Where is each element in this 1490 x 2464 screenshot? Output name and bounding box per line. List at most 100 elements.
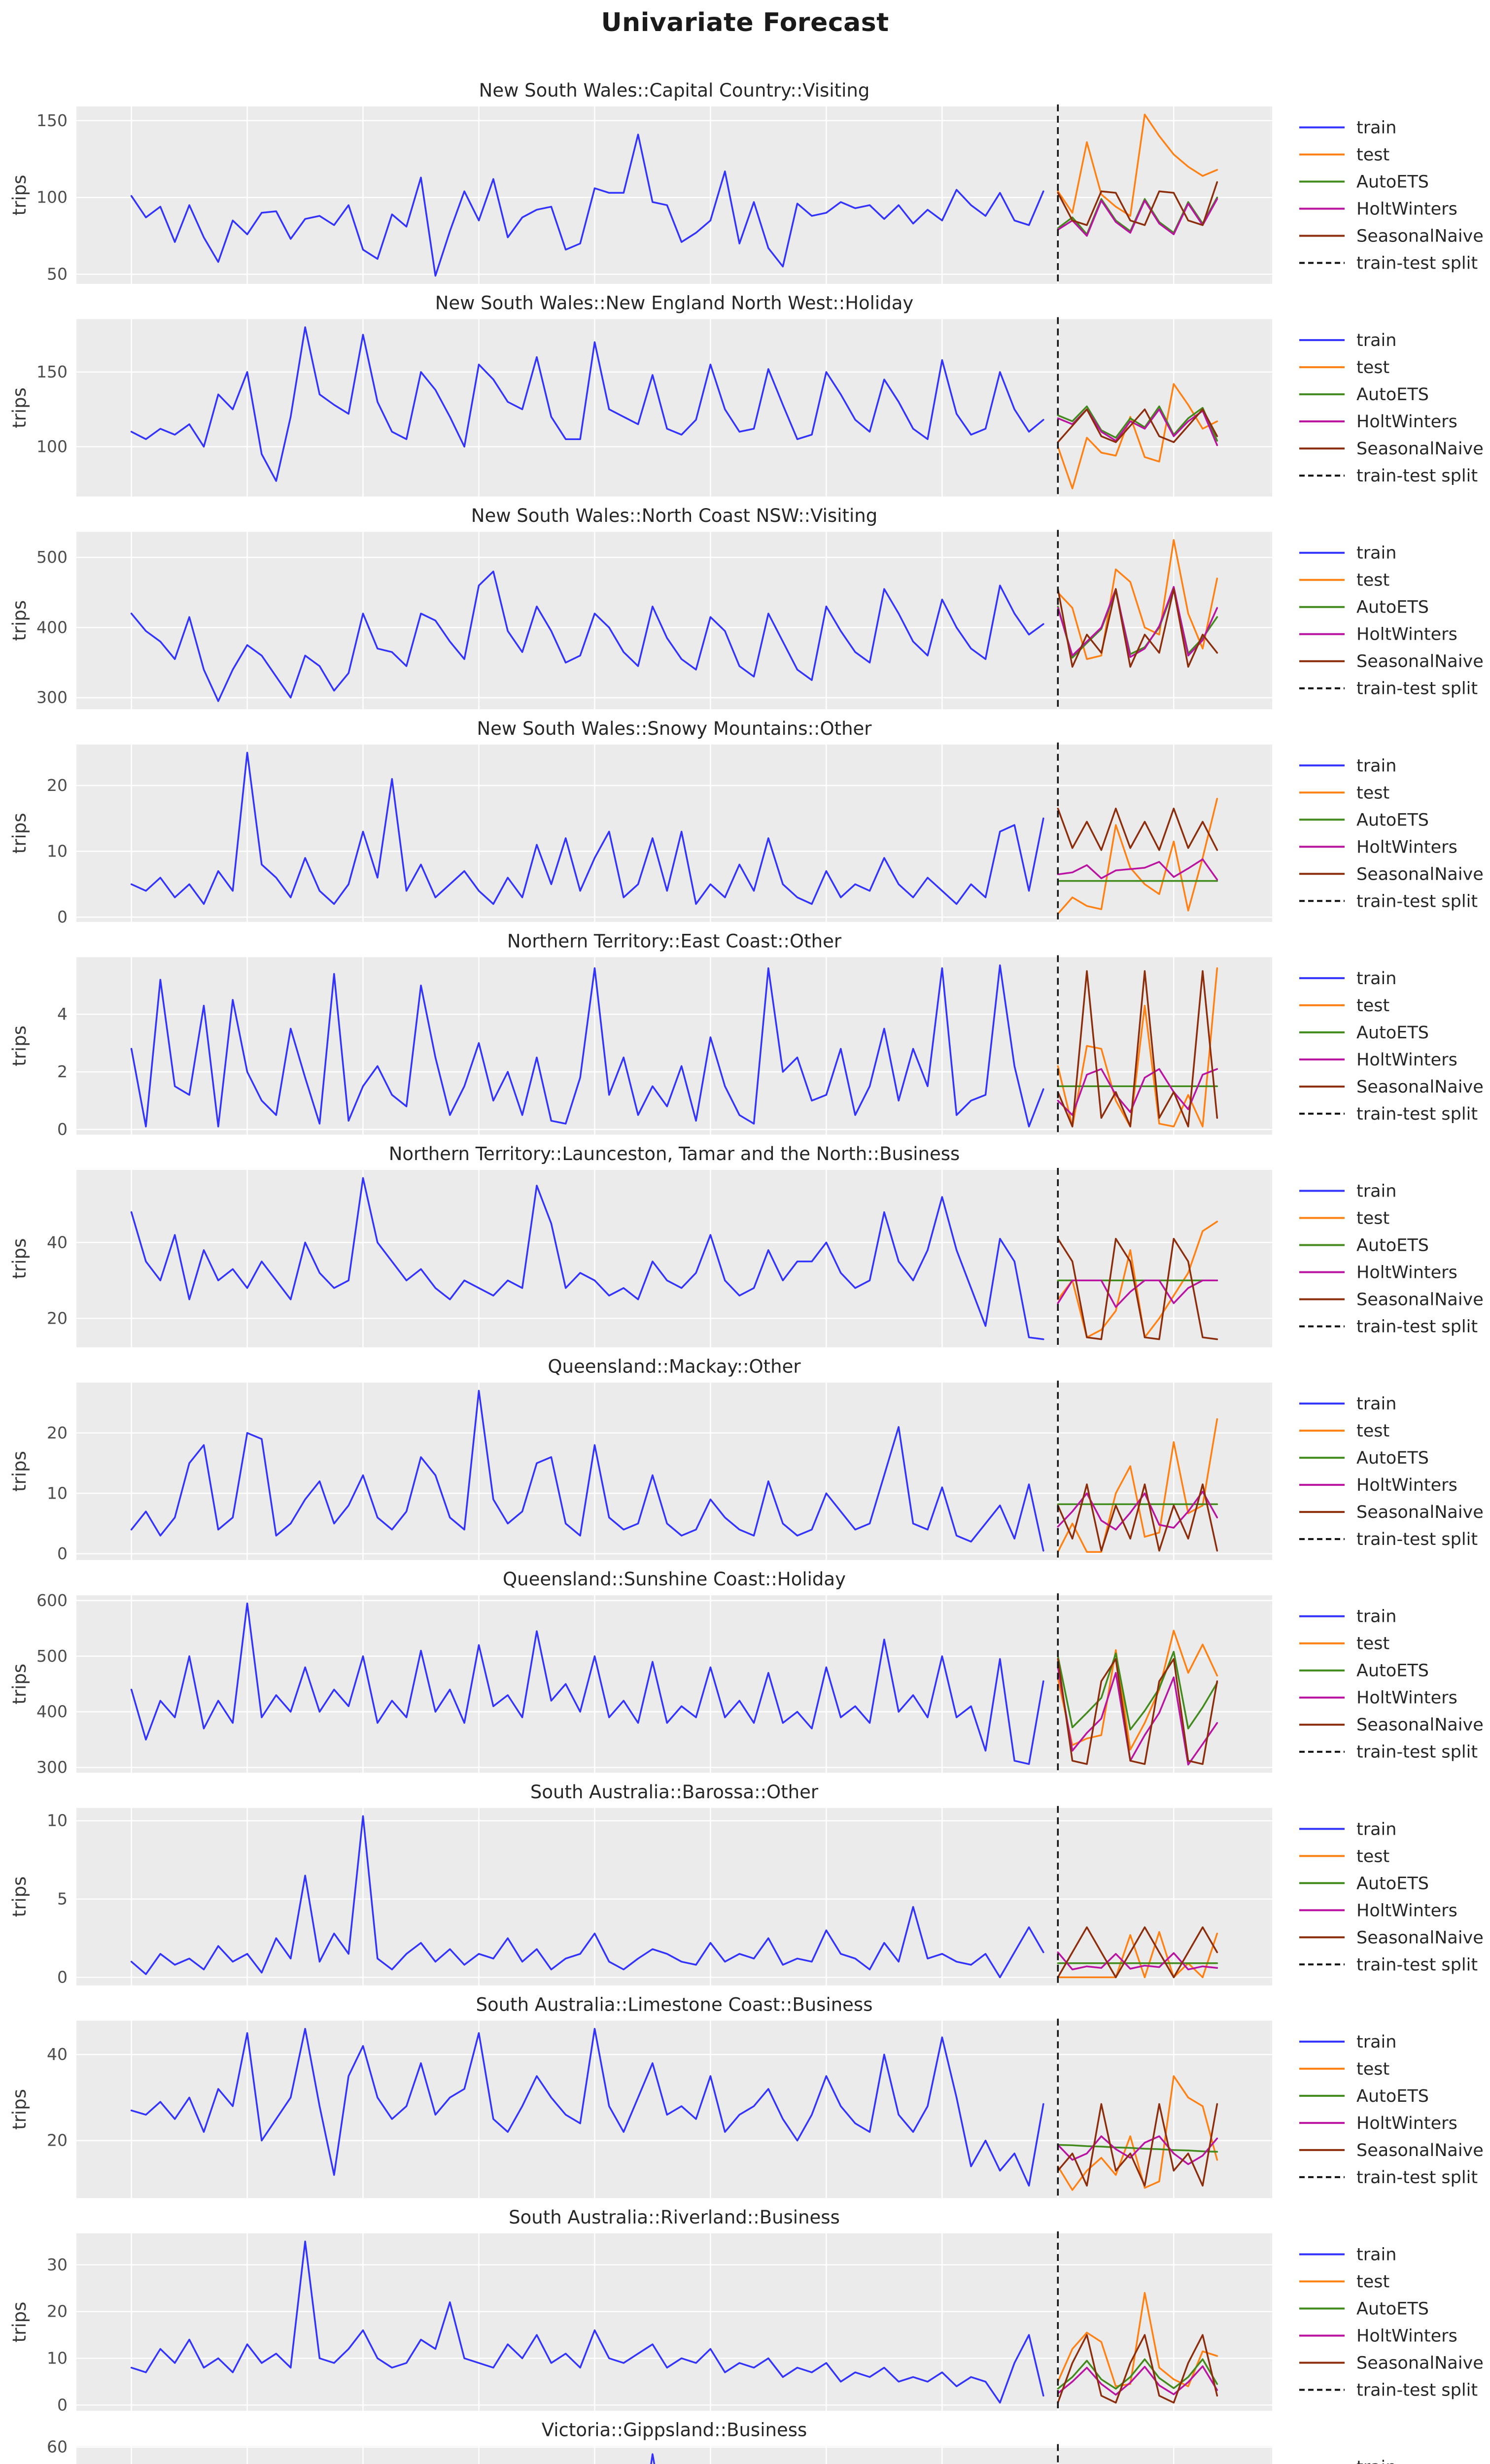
legend-label: train-test split: [1356, 1104, 1478, 1124]
y-axis-label: trips: [9, 1451, 30, 1492]
y-tick-label: 2: [57, 1062, 68, 1081]
legend-label: HoltWinters: [1356, 1475, 1457, 1495]
subplot-title: South Australia::Limestone Coast::Busine…: [476, 1994, 872, 2015]
plot-area: [76, 1808, 1272, 1985]
y-axis-label: trips: [9, 387, 30, 428]
subplot-7: 300 400 500 600 Queensland::Sunshine Coast::…: [9, 1569, 1484, 1777]
legend-item-train-test-split: train-test split: [1299, 1104, 1478, 1124]
subplot-8: 0 5 10 South Australia::Barossa::Othertrips…: [9, 1781, 1484, 1987]
legend-item-train: train: [1299, 969, 1396, 989]
legend-item-HoltWinters: HoltWinters: [1299, 1475, 1457, 1495]
y-tick-label: 40: [47, 1232, 68, 1252]
legend-item-AutoETS: AutoETS: [1299, 810, 1429, 830]
y-axis-label: trips: [9, 813, 30, 854]
legend-item-test: test: [1299, 2059, 1389, 2079]
legend-label: HoltWinters: [1356, 200, 1457, 219]
plot-area: [76, 319, 1272, 497]
series-test: [1057, 1418, 1218, 1553]
series-train: [130, 2028, 1044, 2187]
series-AutoETS: [1057, 405, 1218, 442]
legend-item-SeasonalNaive: SeasonalNaive: [1299, 439, 1484, 459]
legend-label: test: [1356, 1847, 1389, 1866]
plot-area: [76, 2020, 1272, 2198]
legend-item-AutoETS: AutoETS: [1299, 172, 1429, 192]
legend-item-train-test-split: train-test split: [1299, 1317, 1478, 1337]
series-train: [130, 1390, 1044, 1552]
legend-item-HoltWinters: HoltWinters: [1299, 837, 1457, 857]
legend-item-AutoETS: AutoETS: [1299, 1874, 1429, 1893]
legend-label: HoltWinters: [1356, 2114, 1457, 2133]
legend-label: train-test split: [1356, 1317, 1478, 1337]
y-tick-label: 20: [47, 776, 68, 795]
legend-label: train-test split: [1356, 1530, 1478, 1549]
figure-title: Univariate Forecast: [601, 8, 889, 37]
legend-item-AutoETS: AutoETS: [1299, 598, 1429, 617]
legend-label: train-test split: [1356, 2168, 1478, 2188]
legend-item-AutoETS: AutoETS: [1299, 1236, 1429, 1256]
y-tick-label: 0: [57, 2395, 68, 2414]
plot-area: [76, 2233, 1272, 2411]
y-tick-label: 20: [47, 2302, 68, 2321]
legend-label: AutoETS: [1356, 2087, 1429, 2106]
subplot-title: Northern Territory::East Coast::Other: [507, 930, 842, 952]
y-tick-label: 40: [47, 2045, 68, 2064]
series-train: [130, 326, 1044, 482]
y-tick-label: 400: [36, 1702, 68, 1721]
plot-area: [76, 957, 1272, 1135]
y-tick-label: 4: [57, 1004, 68, 1024]
legend-item-SeasonalNaive: SeasonalNaive: [1299, 1077, 1484, 1097]
y-tick-label: 150: [36, 362, 68, 381]
legend-label: test: [1356, 1209, 1389, 1229]
series-SeasonalNaive: [1057, 588, 1218, 668]
legend-label: HoltWinters: [1356, 2327, 1457, 2346]
y-tick-label: 10: [47, 1811, 68, 1830]
legend-item-train: train: [1299, 2245, 1396, 2265]
y-tick-label: 50: [47, 265, 68, 284]
legend-label: HoltWinters: [1356, 837, 1457, 857]
legend-item-SeasonalNaive: SeasonalNaive: [1299, 1715, 1484, 1735]
subplot-title: Northern Territory::Launceston, Tamar an…: [389, 1143, 960, 1164]
legend-label: train: [1356, 1819, 1396, 1839]
y-tick-label: 30: [47, 2255, 68, 2274]
legend-item-AutoETS: AutoETS: [1299, 1661, 1429, 1681]
legend-item-train: train: [1299, 1819, 1396, 1839]
series-train: [130, 134, 1044, 277]
subplot-10: 0 10 20 30 South Australia::Riverland::Busin…: [9, 2207, 1484, 2414]
series-HoltWinters: [1057, 1951, 1218, 1971]
series-SeasonalNaive: [1057, 807, 1218, 851]
series-SeasonalNaive: [1057, 1483, 1218, 1552]
legend-item-test: test: [1299, 1421, 1389, 1441]
subplot-11: 204060Victoria::Gippsland::Businesstrips…: [47, 2420, 1396, 2464]
subplot-title: New South Wales::Capital Country::Visiti…: [479, 80, 870, 101]
series-SeasonalNaive: [1057, 1926, 1218, 1979]
legend-label: train-test split: [1356, 679, 1478, 699]
legend-label: train-test split: [1356, 1955, 1478, 1975]
legend-label: AutoETS: [1356, 1023, 1429, 1043]
subplot-title: Queensland::Sunshine Coast::Holiday: [503, 1569, 846, 1590]
series-train: [130, 752, 1044, 905]
series-test: [1057, 113, 1218, 217]
legend-label: test: [1356, 145, 1389, 165]
legend-item-train: train: [1356, 2458, 1396, 2464]
legend-label: SeasonalNaive: [1356, 652, 1484, 672]
y-tick-label: 5: [57, 1889, 68, 1909]
y-tick-label: 20: [47, 1423, 68, 1442]
y-tick-label: 300: [36, 688, 68, 707]
legend-label: SeasonalNaive: [1356, 1715, 1484, 1735]
legend-label: AutoETS: [1356, 1874, 1429, 1893]
series-train: [130, 2240, 1044, 2404]
series-AutoETS: [1057, 2358, 1218, 2390]
subplot-title: South Australia::Barossa::Other: [530, 1781, 819, 1803]
legend-item-train-test-split: train-test split: [1299, 2381, 1478, 2400]
legend-label: train: [1356, 331, 1396, 350]
y-tick-label: 20: [47, 2131, 68, 2150]
y-tick-label: 10: [47, 1483, 68, 1503]
legend-label: test: [1356, 996, 1389, 1016]
legend-item-train-test-split: train-test split: [1299, 254, 1478, 274]
legend-label: test: [1356, 2272, 1389, 2292]
y-tick-label: 0: [57, 1544, 68, 1563]
legend-item-AutoETS: AutoETS: [1299, 385, 1429, 405]
legend-item-HoltWinters: HoltWinters: [1299, 1263, 1457, 1283]
series-SeasonalNaive: [1057, 181, 1218, 226]
legend-item-train: train: [1299, 331, 1396, 350]
